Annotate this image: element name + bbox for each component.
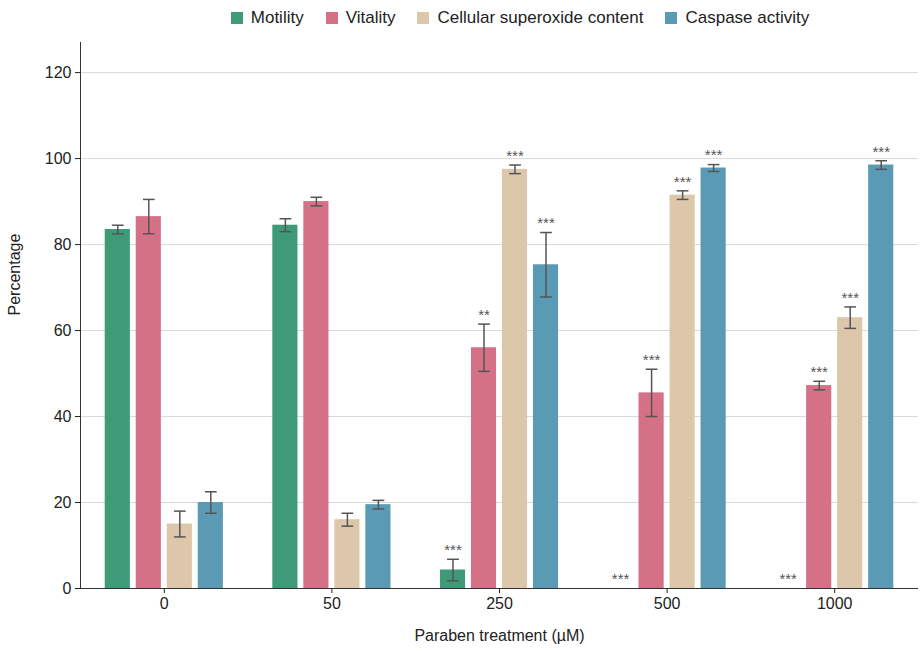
svg-text:0: 0 [63, 580, 72, 597]
svg-text:***: *** [841, 289, 859, 306]
svg-text:***: *** [643, 351, 661, 368]
svg-text:***: *** [444, 541, 462, 558]
svg-text:0: 0 [160, 595, 169, 612]
svg-text:60: 60 [54, 322, 72, 339]
svg-text:50: 50 [323, 595, 341, 612]
svg-text:80: 80 [54, 236, 72, 253]
svg-text:***: *** [810, 363, 828, 380]
svg-text:***: *** [674, 173, 692, 190]
svg-text:20: 20 [54, 494, 72, 511]
svg-text:***: *** [537, 214, 555, 231]
html-text:Motility: Motility [250, 7, 304, 27]
svg-text:250: 250 [486, 595, 513, 612]
svg-text:**: ** [478, 306, 490, 323]
svg-text:***: *** [612, 570, 630, 587]
svg-text:***: *** [506, 147, 524, 164]
html-text:Caspase activity: Caspase activity [685, 7, 810, 27]
svg-text:500: 500 [654, 595, 681, 612]
svg-text:120: 120 [45, 64, 72, 81]
html-text:Vitality: Vitality [345, 7, 396, 27]
svg-text:40: 40 [54, 408, 72, 425]
svg-text:***: *** [779, 570, 797, 587]
svg-text:***: *** [705, 146, 723, 163]
svg-text:100: 100 [45, 150, 72, 167]
html-text:Cellular superoxide content: Cellular superoxide content [437, 7, 644, 27]
svg-text:***: *** [872, 143, 890, 160]
svg-text:1000: 1000 [817, 595, 853, 612]
svg-text:Percentage: Percentage [6, 234, 23, 316]
svg-text:Paraben treatment (µM): Paraben treatment (µM) [414, 627, 584, 644]
